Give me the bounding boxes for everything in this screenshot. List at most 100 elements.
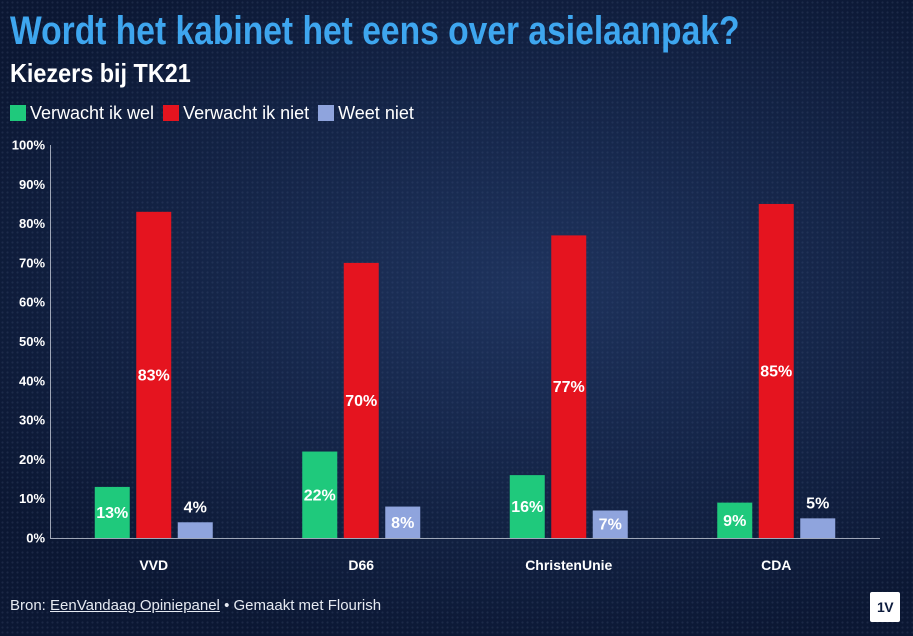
footer-separator: • [224, 597, 230, 614]
y-tick-label: 70% [19, 255, 45, 270]
bar-d66-verwacht-ik-wel[interactable] [302, 451, 338, 538]
y-tick-label: 30% [19, 413, 45, 428]
footer: Bron: EenVandaag Opiniepanel • Gemaakt m… [10, 597, 381, 615]
legend-label-verwacht-ik-wel: Verwacht ik wel [30, 103, 155, 123]
bar-group-vvd: 13%83%4% [94, 211, 213, 538]
y-tick-label: 10% [19, 491, 45, 506]
y-tick-unit: % [33, 177, 45, 192]
data-label-value: 4 [184, 499, 193, 516]
data-label-value: 8 [391, 515, 400, 532]
bar-cda-weet-niet[interactable] [800, 518, 836, 538]
legend-swatch-verwacht-ik-wel [10, 105, 26, 121]
data-label-christenunie-verwacht-ik-wel: 16% [511, 499, 543, 516]
legend-swatch-verwacht-ik-niet [163, 105, 180, 121]
bar-chart: 0%10%20%30%40%50%60%70%80%90%100%13%83%4… [12, 138, 880, 573]
x-tick-label-vvd: VVD [139, 557, 168, 573]
y-tick-value: 20 [19, 452, 33, 467]
flourish-credit: Gemaakt met Flourish [233, 597, 382, 614]
y-tick-unit: % [33, 373, 45, 388]
y-tick-label: 20% [19, 452, 45, 467]
y-tick-value: 30 [19, 413, 33, 428]
bar-group-christenunie: 16%77%7% [509, 235, 628, 538]
legend-item-verwacht-ik-niet[interactable]: Verwacht ik niet [163, 103, 309, 123]
y-tick-unit: % [33, 216, 45, 231]
y-tick-label: 0% [26, 531, 45, 546]
data-label-d66-weet-niet: 8% [391, 515, 414, 532]
data-label-value: 77 [553, 379, 571, 396]
bar-vvd-verwacht-ik-niet[interactable] [136, 211, 172, 538]
y-tick-label: 40% [19, 373, 45, 388]
data-label-unit: % [815, 495, 829, 512]
y-tick-label: 60% [19, 295, 45, 310]
y-tick-unit: % [33, 452, 45, 467]
data-label-d66-verwacht-ik-wel: 22% [304, 487, 336, 504]
x-tick-label-christenunie: ChristenUnie [525, 557, 612, 573]
data-label-vvd-weet-niet: 4% [184, 499, 207, 516]
data-label-value: 70 [345, 393, 363, 410]
data-label-vvd-verwacht-ik-wel: 13% [96, 505, 128, 522]
bar-d66-weet-niet[interactable] [385, 506, 421, 538]
source-prefix: Bron: [10, 597, 46, 614]
y-tick-label: 100% [12, 138, 46, 153]
data-label-unit: % [114, 505, 128, 522]
bar-cda-verwacht-ik-wel[interactable] [717, 502, 753, 538]
data-label-unit: % [608, 517, 622, 534]
y-tick-value: 10 [19, 491, 33, 506]
y-tick-unit: % [33, 531, 45, 546]
data-label-value: 22 [304, 487, 322, 504]
y-tick-label: 90% [19, 177, 45, 192]
data-label-cda-verwacht-ik-niet: 85% [760, 363, 792, 380]
data-label-unit: % [400, 515, 414, 532]
y-tick-unit: % [33, 413, 45, 428]
y-tick-value: 0 [26, 531, 33, 546]
eenvandaag-logo: 1V [870, 592, 900, 622]
y-tick-unit: % [33, 255, 45, 270]
y-tick-unit: % [33, 295, 45, 310]
legend-label-weet-niet: Weet niet [338, 103, 414, 123]
y-tick-unit: % [33, 334, 45, 349]
x-tick-label-d66: D66 [348, 557, 374, 573]
legend-item-weet-niet[interactable]: Weet niet [318, 103, 414, 123]
data-label-unit: % [363, 393, 377, 410]
data-label-value: 85 [760, 363, 778, 380]
y-tick-unit: % [33, 491, 45, 506]
bar-d66-verwacht-ik-niet[interactable] [343, 262, 379, 538]
bar-group-cda: 9%85%5% [717, 203, 836, 538]
data-label-value: 9 [723, 513, 732, 530]
data-label-christenunie-verwacht-ik-niet: 77% [553, 379, 585, 396]
data-label-vvd-verwacht-ik-niet: 83% [138, 367, 170, 384]
data-label-christenunie-weet-niet: 7% [599, 517, 622, 534]
chart-title: Wordt het kabinet het eens over asielaan… [10, 9, 740, 53]
bar-christenunie-weet-niet[interactable] [592, 510, 628, 538]
x-tick-label-cda: CDA [761, 557, 791, 573]
data-label-unit: % [193, 499, 207, 516]
y-tick-value: 60 [19, 295, 33, 310]
data-label-value: 5 [806, 495, 815, 512]
legend-swatch-weet-niet [318, 105, 335, 121]
bar-christenunie-verwacht-ik-niet[interactable] [551, 235, 587, 538]
bar-christenunie-verwacht-ik-wel[interactable] [509, 475, 545, 538]
legend-label-verwacht-ik-niet: Verwacht ik niet [183, 103, 310, 123]
y-tick-value: 100 [12, 138, 34, 153]
data-label-value: 83 [138, 367, 156, 384]
y-tick-value: 90 [19, 177, 33, 192]
chart-subtitle: Kiezers bij TK21 [10, 58, 191, 88]
bar-cda-verwacht-ik-niet[interactable] [758, 203, 794, 538]
data-label-unit: % [156, 367, 170, 384]
bar-vvd-weet-niet[interactable] [177, 522, 213, 538]
data-label-cda-weet-niet: 5% [806, 495, 829, 512]
data-label-unit: % [732, 513, 746, 530]
data-label-value: 7 [599, 517, 608, 534]
bar-vvd-verwacht-ik-wel[interactable] [94, 486, 130, 538]
y-axis-ticks: 0%10%20%30%40%50%60%70%80%90%100% [12, 138, 46, 546]
y-tick-value: 70 [19, 255, 33, 270]
logo-text: 1V [876, 599, 894, 615]
legend: Verwacht ik wel Verwacht ik niet Weet ni… [10, 103, 423, 123]
data-label-cda-verwacht-ik-wel: 9% [723, 513, 746, 530]
y-tick-value: 40 [19, 373, 33, 388]
legend-item-verwacht-ik-wel[interactable]: Verwacht ik wel [10, 103, 154, 123]
y-tick-value: 50 [19, 334, 33, 349]
bar-group-d66: 22%70%8% [302, 262, 421, 538]
source-link[interactable]: EenVandaag Opiniepanel [50, 597, 220, 614]
